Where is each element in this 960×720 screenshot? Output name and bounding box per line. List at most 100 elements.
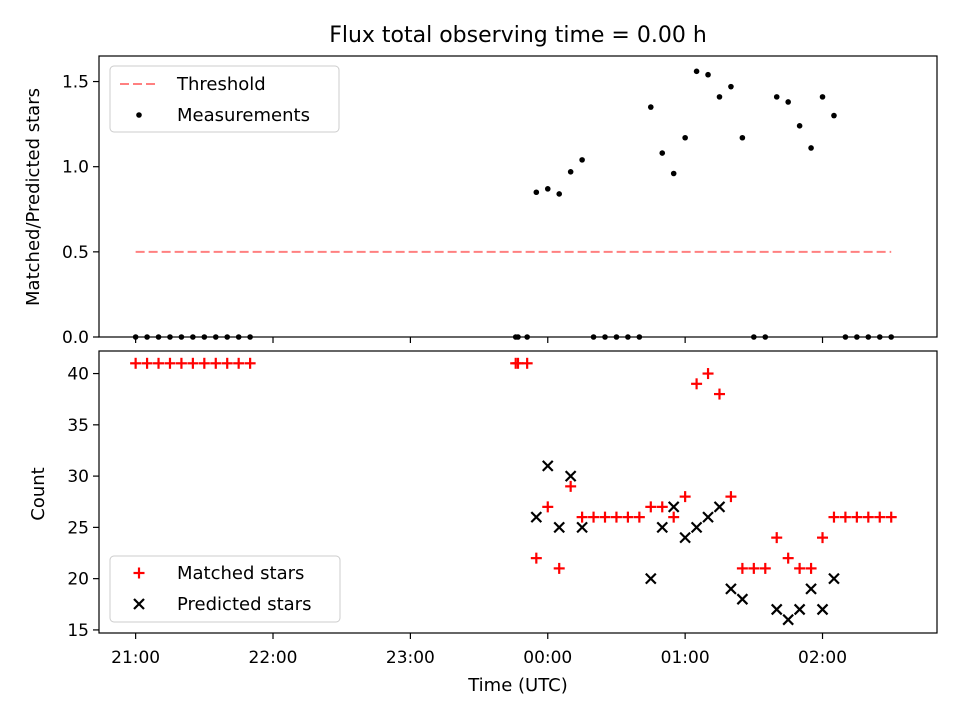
matched-star-marker [610,511,622,523]
matched-star-marker [542,501,554,513]
matched-star-marker [233,357,245,369]
bottom-y-tick-label: 15 [67,621,89,641]
measurement-point [785,99,791,105]
predicted-star-marker-b [816,603,829,616]
matched-star-marker [553,562,565,574]
measurement-point [556,191,563,197]
matched-star-marker [210,357,222,369]
top-y-tick-label: 0.0 [62,328,89,348]
x-tick-label: 02:00 [798,648,847,668]
matched-star-marker [839,511,851,523]
predicted-star-marker [679,531,691,544]
x-tick-label: 22:00 [249,648,298,668]
matched-star-marker [565,480,577,492]
legend-predicted-swatch-b [133,598,145,610]
matched-star-marker [187,357,199,369]
x-tick-label: 23:00 [386,648,435,668]
x-axis-label: Time (UTC) [467,675,568,696]
top-y-axis-label: Matched/Predicted stars [23,88,44,306]
top-panel: 0.0 0.5 1.0 1.5 Threshold Measurements [62,55,938,348]
predicted-star-marker [667,501,680,513]
predicted-star-marker-b [679,531,691,544]
predicted-star-marker [702,511,714,523]
predicted-star-marker [576,521,588,534]
predicted-star-marker [725,583,737,595]
matched-star-marker [130,357,142,369]
matched-star-marker [713,388,725,400]
legend-predicted-label: Predicted stars [177,594,311,615]
top-y-tick-label: 1.0 [62,158,89,178]
chart-title: Flux total observing time = 0.00 h [329,23,707,48]
predicted-star-marker-b [553,521,565,534]
matched-star-marker [828,511,840,523]
matched-star-marker [175,357,187,369]
measurement-point [567,169,574,175]
bottom-y-tick-label: 35 [67,416,89,436]
predicted-star-marker-b [702,511,714,523]
predicted-star-marker [690,521,703,534]
predicted-star-marker-b [770,603,783,616]
matched-star-marker [679,491,691,503]
predicted-star-marker [736,593,749,605]
legend-measurements-swatch [136,112,142,118]
predicted-star-marker [828,572,840,585]
predicted-star-marker-b [530,511,543,523]
matched-star-marker [885,511,897,523]
predicted-star-marker-b [828,572,840,585]
measurement-point [831,112,837,119]
matched-star-marker [805,562,817,574]
predicted-star-marker-b [793,603,806,616]
predicted-star-marker [770,603,783,616]
top-y-tick-label: 1.5 [62,73,89,93]
measurement-point [705,71,711,78]
measurement-point [544,186,551,192]
matched-star-marker [748,562,760,574]
matched-star-marker [244,357,256,369]
predicted-star-marker [564,470,577,482]
bottom-y-tick-label: 30 [67,467,89,487]
matched-star-marker [622,511,634,523]
legend-matched-label: Matched stars [177,563,304,584]
measurement-point [693,68,700,75]
matched-star-marker [862,511,874,523]
matched-star-marker [645,501,657,513]
predicted-star-marker [541,460,554,472]
matched-star-marker [702,368,714,380]
predicted-star-marker-b [725,583,737,595]
matched-star-marker [759,562,771,574]
matched-star-marker [164,357,176,369]
top-axes-frame [98,55,938,338]
predicted-star-marker [805,583,817,595]
matched-star-marker [530,552,542,564]
predicted-star-marker [656,521,669,534]
predicted-star-marker-b [736,593,749,605]
matched-star-marker [599,511,611,523]
matched-star-marker [656,501,668,513]
matched-star-marker [633,511,645,523]
matched-star-marker [851,511,863,523]
measurement-point [819,94,826,100]
predicted-star-marker-b [667,501,680,513]
predicted-star-marker-b [690,521,703,534]
bottom-y-tick-label: 20 [67,570,89,590]
predicted-star-marker [782,613,794,626]
matched-star-marker [198,357,210,369]
predicted-star-marker-b [645,572,657,585]
measurement-point [533,189,540,196]
matched-star-marker [817,532,829,544]
matched-star-marker [874,511,886,523]
matched-star-marker [668,511,680,523]
matched-star-marker [576,511,588,523]
bottom-panel: 15 20 25 30 35 40 21:00 22:00 23:00 00:00 01:00 02:… [67,350,938,668]
predicted-star-marker-b [713,501,726,513]
measurement-point [728,83,734,90]
measurement-point [716,94,723,100]
predicted-star-marker [816,603,829,616]
measurement-point [682,134,688,141]
predicted-star-marker-b [656,521,669,534]
predicted-star-marker [793,603,806,616]
legend-measurements-label: Measurements [177,105,310,126]
measurement-point [796,123,803,129]
matched-star-marker [725,491,737,503]
